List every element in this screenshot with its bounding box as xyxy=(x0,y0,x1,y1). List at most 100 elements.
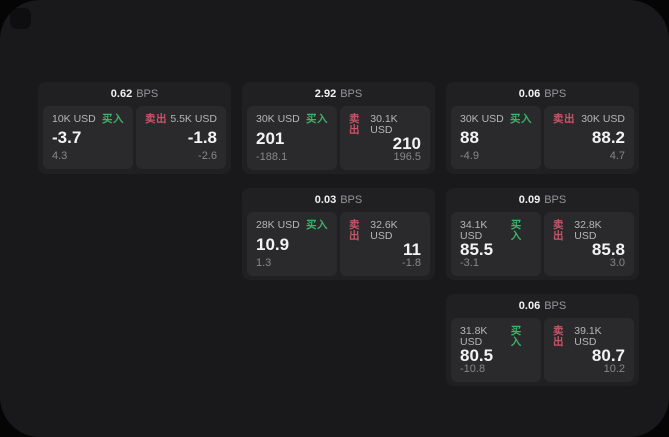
sell-amount: 32.8K USD xyxy=(574,219,602,242)
sell-panel[interactable]: 卖出 32.6K USD 11 -1.8 xyxy=(340,212,430,276)
buy-side-label: 买入 xyxy=(510,113,532,125)
sell-panel-header: 卖出 32.6K USD xyxy=(349,220,421,241)
sell-delta: 4.7 xyxy=(609,150,625,162)
buy-panel[interactable]: 10K USD 买入 -3.7 4.3 xyxy=(43,106,133,169)
buy-side-label: 买入 xyxy=(306,219,328,231)
sell-price: -1.8 xyxy=(187,128,217,148)
buy-panel[interactable]: 30K USD 买入 201 -188.1 xyxy=(247,106,337,170)
quote-card: 0.09 BPS 34.1K USD 买入 85.5 -3.1 卖出 32.8K… xyxy=(446,188,639,280)
quote-card: 0.06 BPS 30K USD 买入 88 -4.9 卖出 30K USD 8… xyxy=(446,82,639,174)
quote-card-header: 0.03 BPS xyxy=(242,188,435,209)
buy-delta: 4.3 xyxy=(52,150,68,162)
sell-delta: 196.5 xyxy=(393,151,421,163)
buy-delta: -3.1 xyxy=(460,257,479,269)
sell-amount: 30.1K USD xyxy=(370,113,398,136)
buy-panel-header: 30K USD 买入 xyxy=(256,114,328,125)
sell-panel[interactable]: 卖出 32.8K USD 85.8 3.0 xyxy=(544,212,634,276)
quote-card: 0.06 BPS 31.8K USD 买入 80.5 -10.8 卖出 39.1… xyxy=(446,294,639,386)
sell-amount: 39.1K USD xyxy=(574,325,602,348)
quote-panels: 28K USD 买入 10.9 1.3 卖出 32.6K USD 11 -1.8 xyxy=(242,209,435,280)
bps-value: 0.09 xyxy=(518,193,541,206)
bps-unit-label: BPS xyxy=(340,193,363,206)
quote-card-header: 0.06 BPS xyxy=(446,294,639,315)
sell-side-label: 卖出 xyxy=(349,113,360,136)
sell-side-label: 卖出 xyxy=(553,325,564,348)
sell-delta: 10.2 xyxy=(603,363,625,375)
buy-price: -3.7 xyxy=(52,128,82,148)
quote-panels: 30K USD 买入 201 -188.1 卖出 30.1K USD 210 1… xyxy=(242,103,435,174)
quote-card-header: 0.62 BPS xyxy=(38,82,231,103)
buy-price: 80.5 xyxy=(460,346,494,365)
bps-unit-label: BPS xyxy=(544,299,567,312)
buy-amount: 30K USD xyxy=(460,113,504,125)
sell-panel-header: 卖出 30.1K USD xyxy=(349,114,421,135)
buy-amount: 34.1K USD xyxy=(460,219,488,242)
quotes-grid: 0.62 BPS 10K USD 买入 -3.7 4.3 卖出 5.5K USD… xyxy=(38,82,639,386)
buy-delta: 1.3 xyxy=(256,257,272,269)
buy-price: 201 xyxy=(256,128,285,148)
quote-panels: 10K USD 买入 -3.7 4.3 卖出 5.5K USD -1.8 -2.… xyxy=(38,103,231,174)
sell-price: 88.2 xyxy=(591,128,625,148)
bps-value: 0.62 xyxy=(110,87,133,100)
bps-unit-label: BPS xyxy=(340,87,363,100)
buy-panel[interactable]: 28K USD 买入 10.9 1.3 xyxy=(247,212,337,276)
quote-panels: 30K USD 买入 88 -4.9 卖出 30K USD 88.2 4.7 xyxy=(446,103,639,174)
buy-amount: 28K USD xyxy=(256,219,300,231)
buy-side-label: 买入 xyxy=(510,325,522,348)
sell-delta: -1.8 xyxy=(402,257,421,269)
sell-price: 85.8 xyxy=(591,240,625,259)
sell-amount: 30K USD xyxy=(581,113,625,125)
bps-value: 0.06 xyxy=(518,299,541,312)
buy-price: 85.5 xyxy=(460,240,494,259)
sell-panel-header: 卖出 39.1K USD xyxy=(553,326,625,347)
quote-panels: 31.8K USD 买入 80.5 -10.8 卖出 39.1K USD 80.… xyxy=(446,315,639,386)
buy-price: 88 xyxy=(460,128,479,148)
sell-panel-header: 卖出 5.5K USD xyxy=(145,114,217,125)
bps-unit-label: BPS xyxy=(544,193,567,206)
bps-value: 2.92 xyxy=(314,87,337,100)
bps-value: 0.03 xyxy=(314,193,337,206)
buy-panel[interactable]: 34.1K USD 买入 85.5 -3.1 xyxy=(451,212,541,276)
buy-amount: 10K USD xyxy=(52,113,96,125)
buy-panel-header: 34.1K USD 买入 xyxy=(460,220,532,241)
sell-delta: -2.6 xyxy=(198,150,217,162)
bps-unit-label: BPS xyxy=(544,87,567,100)
buy-delta: -188.1 xyxy=(256,151,288,163)
bps-unit-label: BPS xyxy=(136,87,159,100)
sell-price: 11 xyxy=(403,240,421,259)
sell-panel-header: 卖出 32.8K USD xyxy=(553,220,625,241)
app-icon[interactable] xyxy=(10,8,31,29)
buy-amount: 30K USD xyxy=(256,113,300,125)
sell-panel[interactable]: 卖出 5.5K USD -1.8 -2.6 xyxy=(136,106,226,169)
bps-value: 0.06 xyxy=(518,87,541,100)
sell-amount: 32.6K USD xyxy=(370,219,398,242)
buy-panel-header: 10K USD 买入 xyxy=(52,114,124,125)
quote-card-header: 2.92 BPS xyxy=(242,82,435,103)
sell-price: 80.7 xyxy=(591,346,625,365)
quote-card-header: 0.09 BPS xyxy=(446,188,639,209)
buy-delta: -4.9 xyxy=(460,150,479,162)
sell-side-label: 卖出 xyxy=(553,219,564,242)
buy-side-label: 买入 xyxy=(306,113,328,125)
buy-panel-header: 31.8K USD 买入 xyxy=(460,326,532,347)
quote-card: 0.62 BPS 10K USD 买入 -3.7 4.3 卖出 5.5K USD… xyxy=(38,82,231,174)
buy-delta: -10.8 xyxy=(460,363,486,375)
quote-card: 2.92 BPS 30K USD 买入 201 -188.1 卖出 30.1K … xyxy=(242,82,435,174)
sell-delta: 3.0 xyxy=(609,257,625,269)
sell-panel[interactable]: 卖出 30.1K USD 210 196.5 xyxy=(340,106,430,170)
quote-card-header: 0.06 BPS xyxy=(446,82,639,103)
sell-amount: 5.5K USD xyxy=(170,113,217,125)
buy-panel-header: 30K USD 买入 xyxy=(460,114,532,125)
sell-side-label: 卖出 xyxy=(145,113,167,125)
sell-side-label: 卖出 xyxy=(553,113,575,125)
buy-side-label: 买入 xyxy=(510,219,522,242)
quote-panels: 34.1K USD 买入 85.5 -3.1 卖出 32.8K USD 85.8… xyxy=(446,209,639,280)
buy-panel[interactable]: 30K USD 买入 88 -4.9 xyxy=(451,106,541,169)
sell-panel[interactable]: 卖出 39.1K USD 80.7 10.2 xyxy=(544,318,634,382)
buy-price: 10.9 xyxy=(256,234,290,254)
buy-panel[interactable]: 31.8K USD 买入 80.5 -10.8 xyxy=(451,318,541,382)
sell-side-label: 卖出 xyxy=(349,219,360,242)
sell-price: 210 xyxy=(392,134,421,153)
sell-panel[interactable]: 卖出 30K USD 88.2 4.7 xyxy=(544,106,634,169)
